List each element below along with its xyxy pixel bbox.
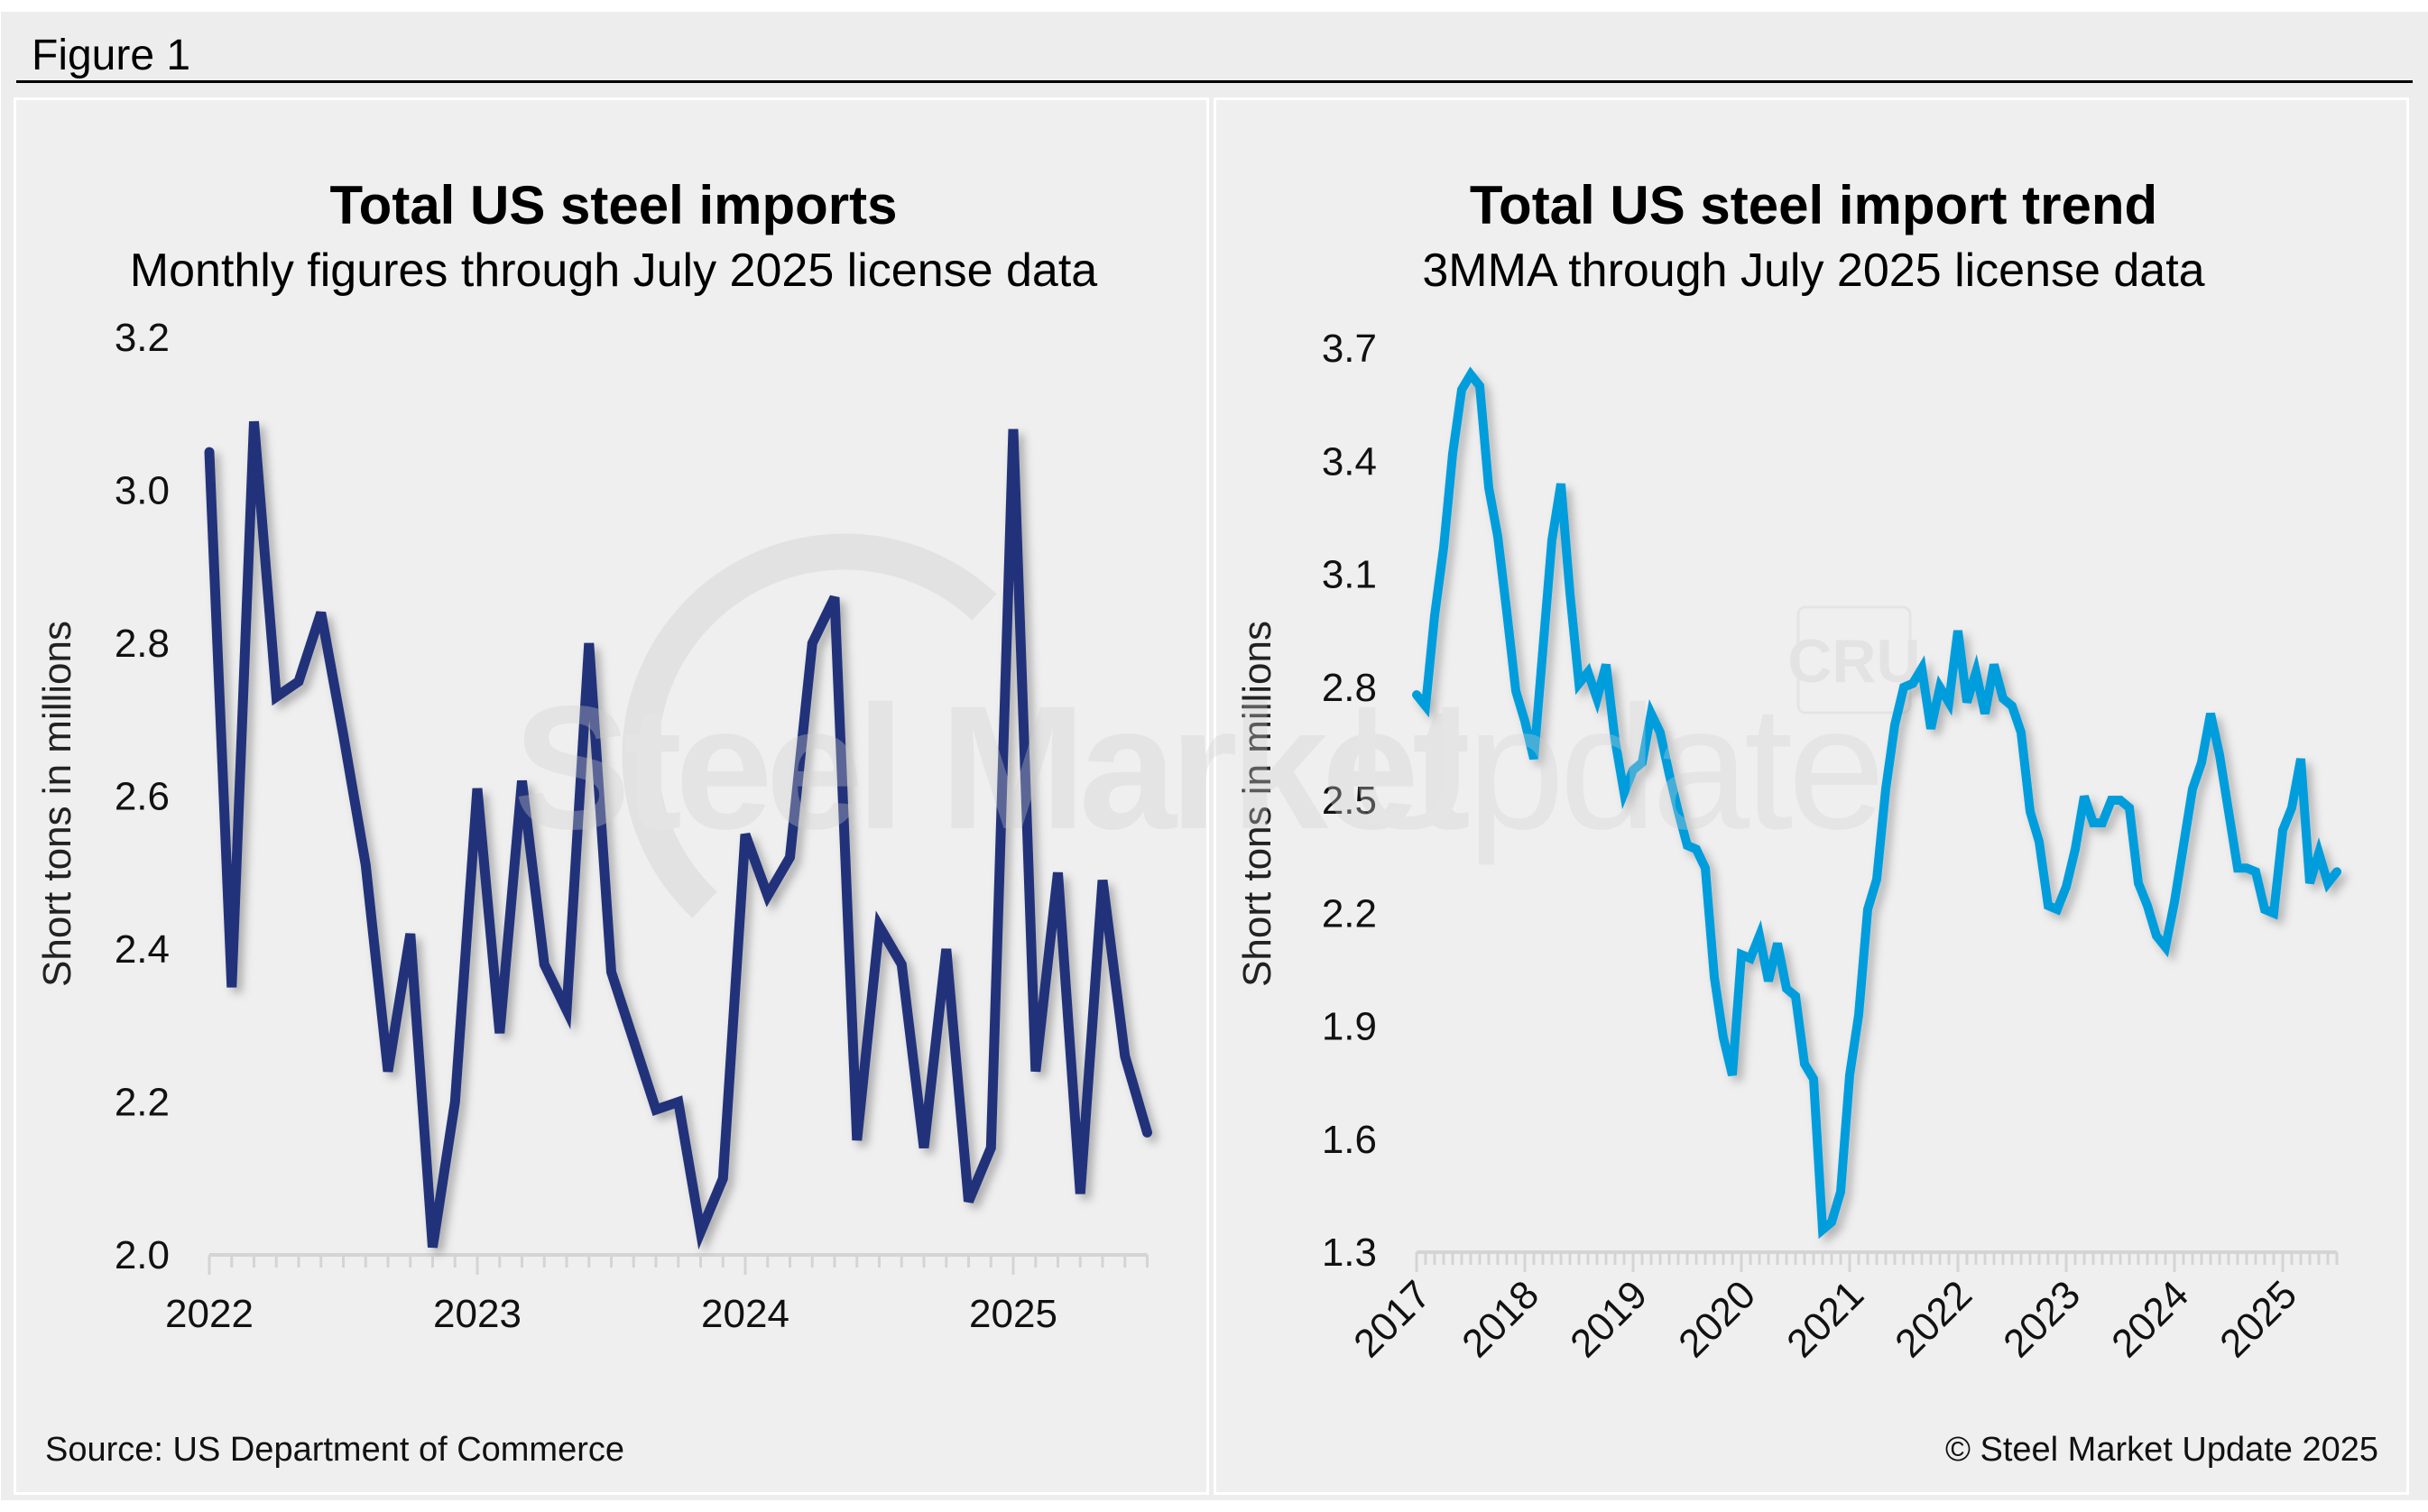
right-y-tick-label: 1.3 [1322, 1231, 1377, 1275]
right-x-tick-label: 2017 [1345, 1272, 1439, 1366]
right-x-tick-label: 2018 [1454, 1272, 1547, 1366]
figure-label: Figure 1 [32, 32, 191, 79]
right-y-tick-label: 3.7 [1322, 327, 1377, 371]
left-y-tick-label: 2.8 [115, 622, 170, 666]
left-chart-subtitle: Monthly figures through July 2025 licens… [130, 244, 1098, 297]
right-y-tick-label: 1.6 [1322, 1118, 1377, 1162]
left-chart-panel: Total US steel imports Monthly figures t… [14, 97, 1209, 1495]
left-y-tick-label: 2.2 [115, 1081, 170, 1125]
left-y-tick-label: 2.0 [115, 1233, 170, 1277]
left-series-line [204, 420, 1152, 1250]
right-series-line [1412, 366, 2341, 1240]
left-chart: Total US steel imports Monthly figures t… [35, 175, 1152, 1469]
left-x-tick-label: 2025 [969, 1292, 1057, 1336]
left-y-tick-label: 2.4 [115, 927, 170, 972]
copyright-note: © Steel Market Update 2025 [1945, 1431, 2378, 1469]
right-x-tick-label: 2023 [1995, 1272, 2089, 1366]
figure-divider [16, 80, 2413, 83]
left-x-tick-label: 2022 [165, 1292, 254, 1336]
right-y-tick-label: 2.5 [1322, 779, 1377, 823]
left-x-tick-label: 2024 [701, 1292, 789, 1336]
left-y-tick-label: 3.2 [115, 316, 170, 360]
left-x-tick-label: 2023 [433, 1292, 522, 1336]
right-chart-title: Total US steel import trend [1470, 175, 2157, 235]
cru-logo-text: CRU [1787, 627, 1920, 696]
right-x-tick-label: 2025 [2211, 1272, 2305, 1366]
figure-container: Figure 1 Total US steel imports Monthly … [1, 12, 2428, 1500]
right-x-tick-label: 2019 [1562, 1272, 1656, 1366]
left-y-tick-label: 2.6 [115, 775, 170, 819]
right-y-tick-label: 3.1 [1322, 553, 1377, 597]
right-chart: CRU Total US steel import trend 3MMA thr… [1235, 175, 2378, 1469]
right-chart-subtitle: 3MMA through July 2025 license data [1422, 244, 2204, 297]
right-x-tick-label: 2021 [1778, 1272, 1872, 1366]
right-x-tick-label: 2024 [2103, 1272, 2197, 1366]
left-chart-title: Total US steel imports [329, 175, 897, 235]
right-chart-panel: CRU Total US steel import trend 3MMA thr… [1214, 97, 2409, 1495]
right-x-tick-label: 2022 [1887, 1272, 1980, 1366]
left-y-tick-label: 3.0 [115, 469, 170, 513]
right-y-tick-label: 1.9 [1322, 1005, 1377, 1049]
right-y-axis-label: Short tons in millions [1235, 621, 1279, 987]
right-x-tick-label: 2020 [1670, 1272, 1764, 1366]
right-y-tick-label: 2.8 [1322, 666, 1377, 710]
left-y-axis-label: Short tons in millions [35, 621, 79, 987]
right-y-tick-label: 3.4 [1322, 439, 1377, 484]
cru-logo-watermark: CRU [1787, 605, 1921, 715]
right-y-tick-label: 2.2 [1322, 891, 1377, 936]
source-note: Source: US Department of Commerce [45, 1431, 624, 1469]
